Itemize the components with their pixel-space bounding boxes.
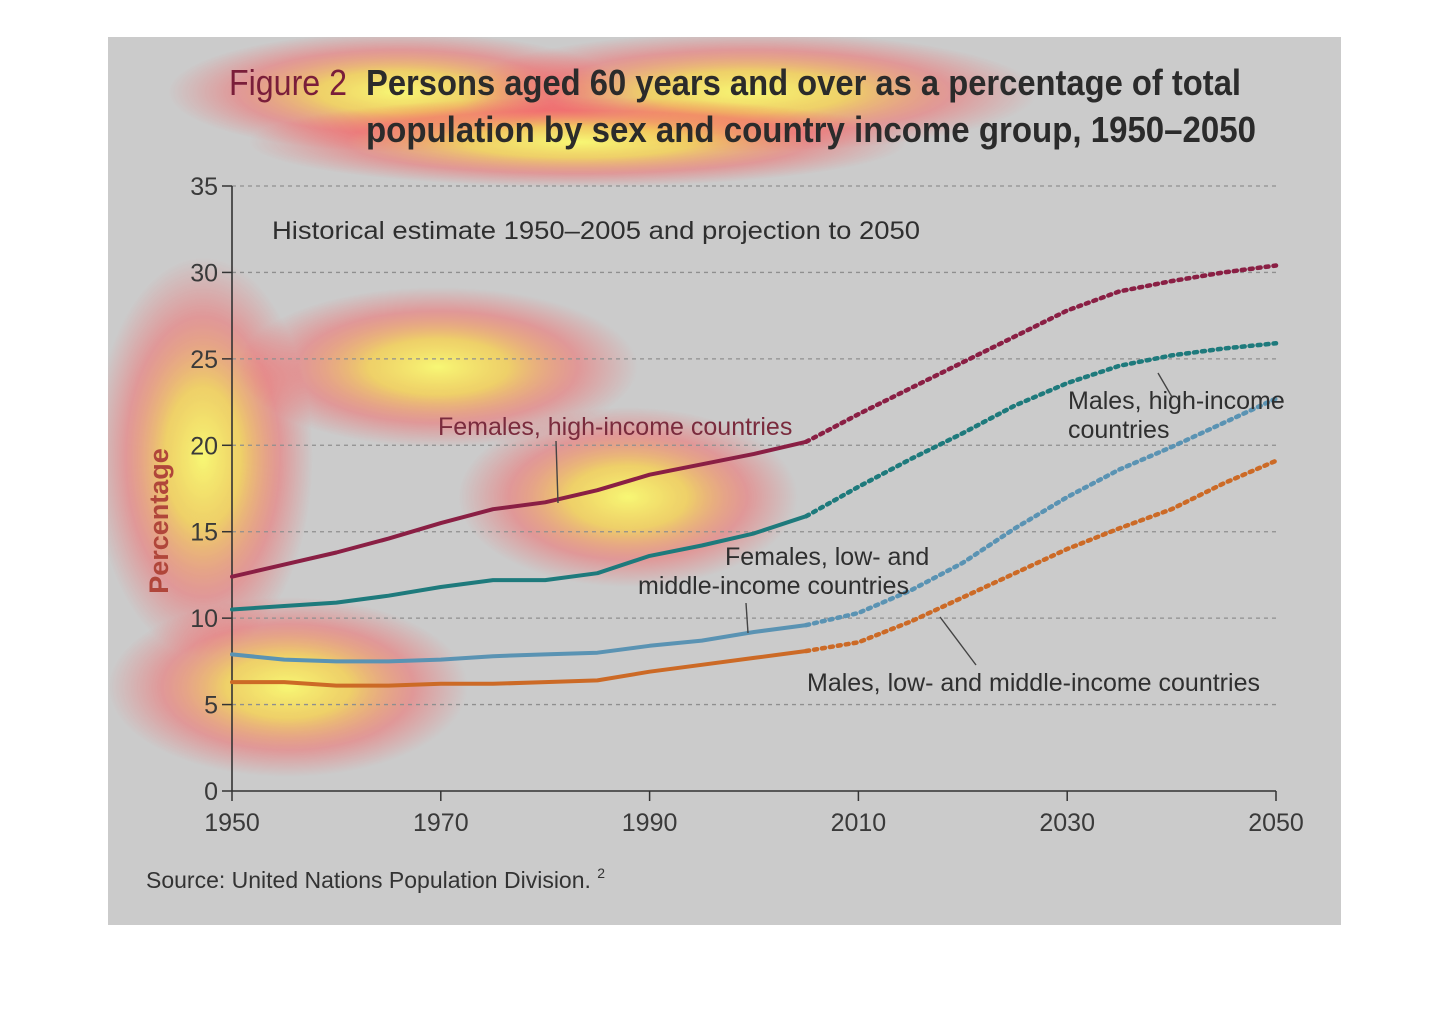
- axes: 0 5 10 15 20 25 30 35 1950 1970 1990 2010 2030 2050: [190, 173, 1304, 837]
- series-projection-line-3: [803, 458, 1279, 654]
- chart-title-line2: population by sex and country income gro…: [366, 109, 1256, 150]
- chart-subtitle: Historical estimate 1950–2005 and projec…: [272, 217, 920, 245]
- series-leader-line-2: [745, 602, 749, 634]
- series-label-0: Females, high-income countries: [438, 413, 792, 441]
- series-historical-line-1: [230, 514, 809, 612]
- figure-label: Figure 2: [229, 62, 347, 103]
- series-historical-line-3: [230, 649, 809, 688]
- y-tick-label: 15: [190, 519, 218, 547]
- chart-source: Source: United Nations Population Divisi…: [146, 865, 605, 893]
- series-lines: [230, 263, 1279, 688]
- y-tick-label: 25: [190, 346, 218, 374]
- series-historical-line-0: [230, 439, 809, 579]
- chart-source-text: Source: United Nations Population Divisi…: [146, 867, 591, 893]
- series-label-2: Females, low- and: [725, 543, 929, 571]
- series-projection-line-1: [803, 341, 1279, 519]
- x-tick-label: 1990: [622, 809, 678, 837]
- y-tick-label: 10: [190, 605, 218, 633]
- series-label-3: Males, low- and middle-income countries: [807, 669, 1260, 697]
- y-tick-label: 20: [190, 432, 218, 460]
- x-tick-label: 2050: [1248, 809, 1304, 837]
- chart-source-note: 2: [597, 865, 605, 881]
- y-tick-label: 30: [190, 259, 218, 287]
- series-leader-line-0: [555, 440, 559, 504]
- series-leader-line-1: [1157, 372, 1173, 398]
- line-chart: Figure 2 Persons aged 60 years and over …: [108, 37, 1304, 893]
- y-tick-label: 0: [204, 778, 218, 806]
- series-label-1: Males, high-income: [1068, 387, 1285, 415]
- series-leader-line-3: [939, 616, 977, 666]
- series-projection-line-0: [803, 263, 1279, 445]
- chart-panel: Figure 2 Persons aged 60 years and over …: [108, 37, 1341, 925]
- series-annotations: Females, high-income countries Males, hig…: [438, 372, 1285, 697]
- y-tick-label: 5: [204, 692, 218, 720]
- series-label-2: middle-income countries: [638, 572, 909, 600]
- series-projection-line-2: [803, 396, 1279, 628]
- y-axis-label: Percentage: [144, 448, 174, 594]
- series-label-1: countries: [1068, 416, 1169, 444]
- series-historical-line-2: [230, 623, 809, 664]
- x-tick-label: 2010: [831, 809, 887, 837]
- x-tick-label: 1950: [204, 809, 260, 837]
- x-tick-label: 2030: [1039, 809, 1095, 837]
- y-tick-label: 35: [190, 173, 218, 201]
- x-tick-label: 1970: [413, 809, 469, 837]
- chart-title-line1: Persons aged 60 years and over as a perc…: [366, 62, 1241, 103]
